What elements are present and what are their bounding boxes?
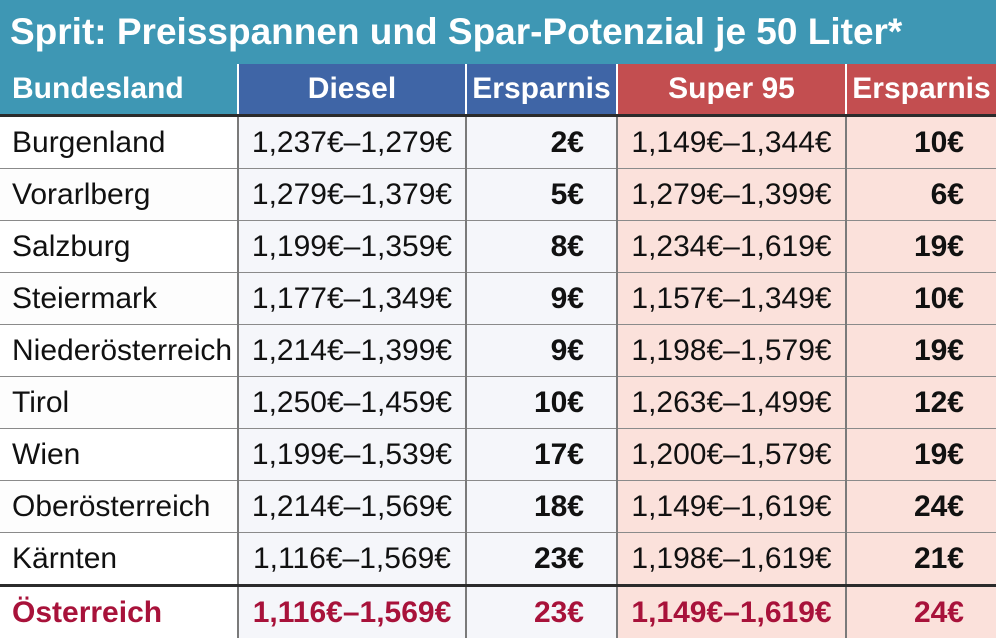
cell-diesel-ersparnis: 8€: [466, 221, 617, 273]
cell-bundesland: Niederösterreich: [0, 325, 238, 377]
cell-super95-range: 1,149€–1,619€: [617, 586, 846, 638]
header-super95-ersparnis: Ersparnis: [846, 64, 996, 116]
cell-diesel-ersparnis: 23€: [466, 586, 617, 638]
cell-super95-ersparnis: 6€: [846, 169, 996, 221]
cell-super95-ersparnis: 10€: [846, 116, 996, 169]
fuel-price-table: Bundesland Diesel Ersparnis Super 95 Ers…: [0, 64, 996, 638]
cell-super95-range: 1,279€–1,399€: [617, 169, 846, 221]
cell-diesel-ersparnis: 23€: [466, 533, 617, 586]
cell-super95-ersparnis: 12€: [846, 377, 996, 429]
header-bundesland: Bundesland: [0, 64, 238, 116]
cell-bundesland: Burgenland: [0, 116, 238, 169]
cell-diesel-range: 1,237€–1,279€: [238, 116, 466, 169]
cell-super95-range: 1,200€–1,579€: [617, 429, 846, 481]
header-super95: Super 95: [617, 64, 846, 116]
cell-diesel-ersparnis: 17€: [466, 429, 617, 481]
cell-bundesland: Steiermark: [0, 273, 238, 325]
cell-super95-range: 1,198€–1,579€: [617, 325, 846, 377]
cell-super95-ersparnis: 24€: [846, 481, 996, 533]
cell-diesel-ersparnis: 2€: [466, 116, 617, 169]
cell-diesel-ersparnis: 9€: [466, 325, 617, 377]
table-title: Sprit: Preisspannen und Spar-Potenzial j…: [0, 0, 996, 64]
header-diesel-ersparnis: Ersparnis: [466, 64, 617, 116]
cell-super95-range: 1,234€–1,619€: [617, 221, 846, 273]
cell-bundesland: Tirol: [0, 377, 238, 429]
cell-super95-ersparnis: 19€: [846, 429, 996, 481]
cell-super95-ersparnis: 19€: [846, 325, 996, 377]
cell-diesel-ersparnis: 18€: [466, 481, 617, 533]
cell-diesel-range: 1,214€–1,569€: [238, 481, 466, 533]
cell-super95-ersparnis: 21€: [846, 533, 996, 586]
cell-super95-ersparnis: 19€: [846, 221, 996, 273]
cell-super95-range: 1,149€–1,619€: [617, 481, 846, 533]
cell-super95-range: 1,198€–1,619€: [617, 533, 846, 586]
cell-diesel-range: 1,279€–1,379€: [238, 169, 466, 221]
cell-bundesland: Salzburg: [0, 221, 238, 273]
cell-bundesland: Oberösterreich: [0, 481, 238, 533]
cell-super95-range: 1,149€–1,344€: [617, 116, 846, 169]
cell-diesel-ersparnis: 5€: [466, 169, 617, 221]
cell-bundesland: Österreich: [0, 586, 238, 638]
header-row: Bundesland Diesel Ersparnis Super 95 Ers…: [0, 64, 996, 116]
cell-super95-range: 1,157€–1,349€: [617, 273, 846, 325]
cell-diesel-ersparnis: 10€: [466, 377, 617, 429]
cell-diesel-range: 1,214€–1,399€: [238, 325, 466, 377]
cell-super95-ersparnis: 10€: [846, 273, 996, 325]
header-diesel: Diesel: [238, 64, 466, 116]
cell-diesel-range: 1,116€–1,569€: [238, 586, 466, 638]
cell-diesel-range: 1,177€–1,349€: [238, 273, 466, 325]
cell-diesel-ersparnis: 9€: [466, 273, 617, 325]
cell-diesel-range: 1,199€–1,539€: [238, 429, 466, 481]
cell-diesel-range: 1,116€–1,569€: [238, 533, 466, 586]
cell-diesel-range: 1,199€–1,359€: [238, 221, 466, 273]
cell-bundesland: Kärnten: [0, 533, 238, 586]
cell-diesel-range: 1,250€–1,459€: [238, 377, 466, 429]
cell-bundesland: Vorarlberg: [0, 169, 238, 221]
cell-super95-range: 1,263€–1,499€: [617, 377, 846, 429]
cell-super95-ersparnis: 24€: [846, 586, 996, 638]
cell-bundesland: Wien: [0, 429, 238, 481]
